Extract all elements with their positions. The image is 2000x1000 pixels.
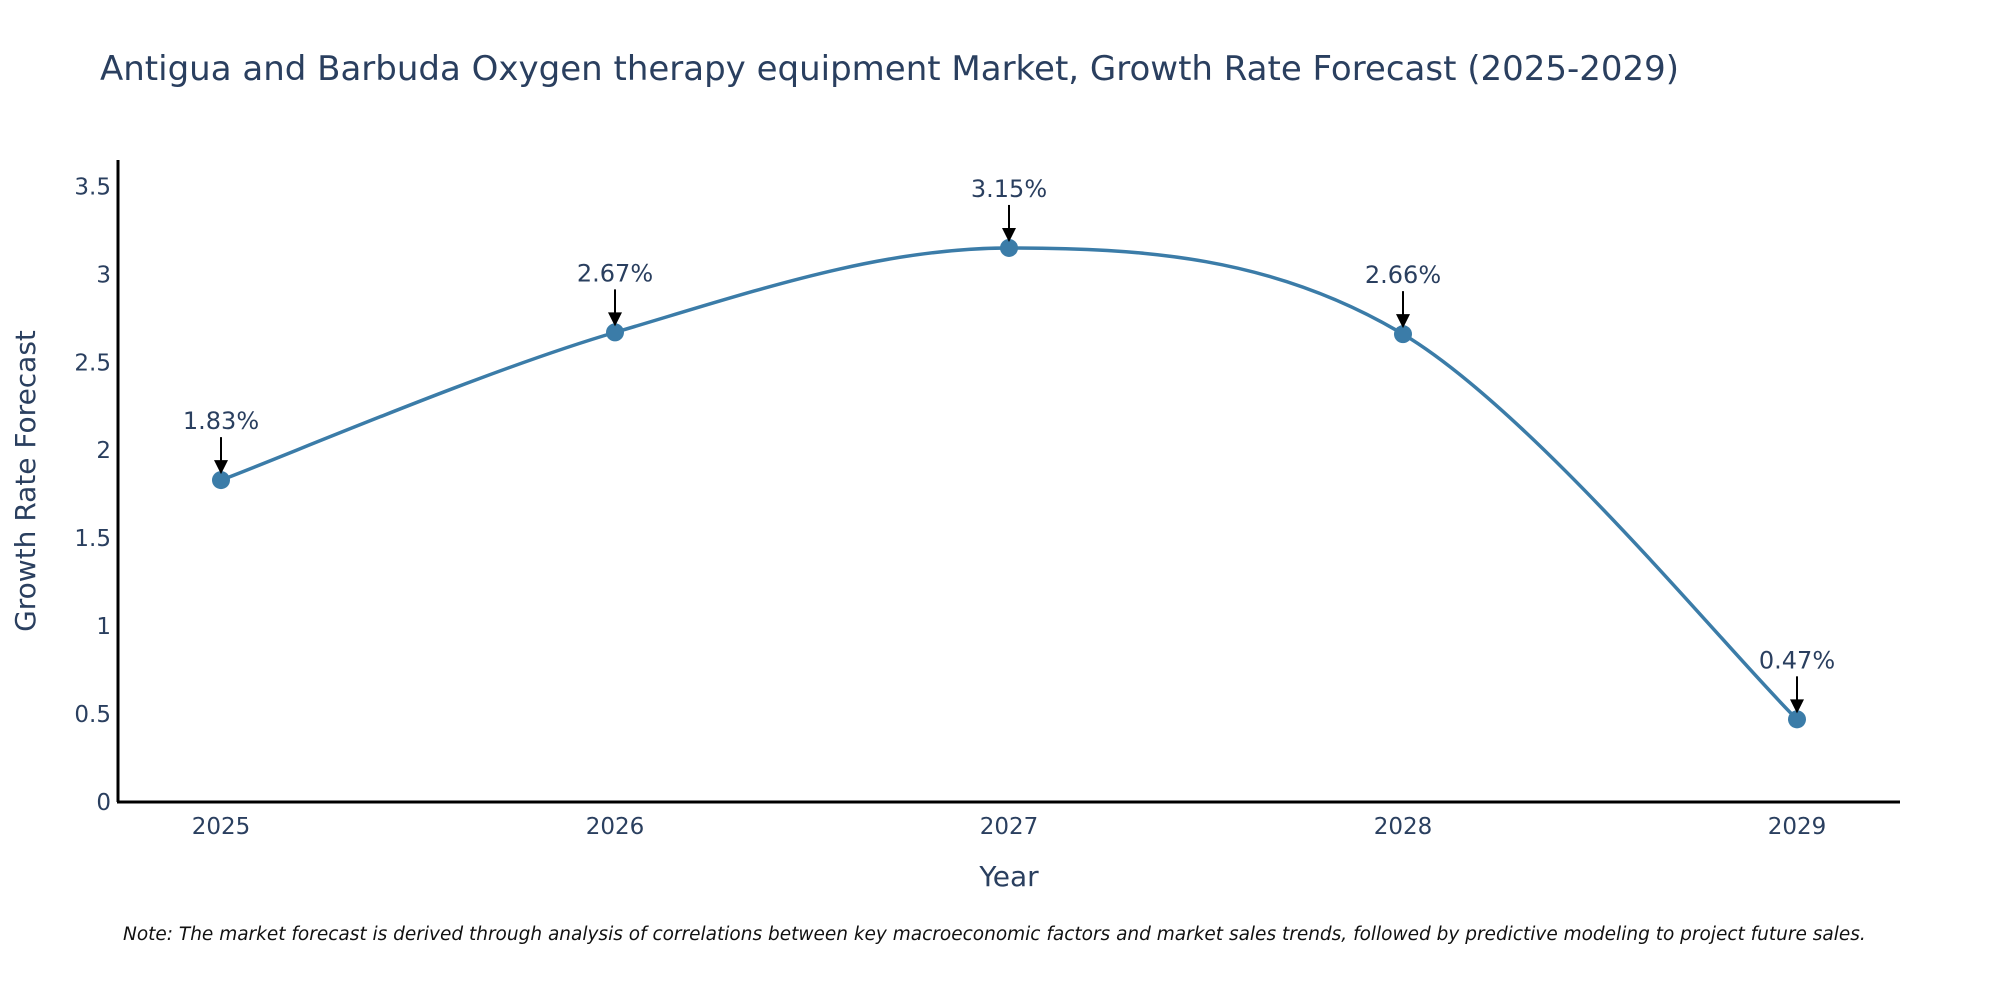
forecast-note: Note: The market forecast is derived thr… bbox=[123, 924, 1866, 945]
data-label: 0.47% bbox=[1759, 646, 1835, 674]
y-tick-label: 0.5 bbox=[74, 702, 111, 728]
data-point-2025 bbox=[212, 471, 230, 490]
x-tick-label: 2028 bbox=[1374, 814, 1433, 840]
annotation-arrowhead bbox=[608, 312, 622, 327]
data-label: 3.15% bbox=[971, 175, 1047, 203]
data-point-2028 bbox=[1394, 325, 1412, 344]
annotation-arrowhead bbox=[1396, 314, 1410, 329]
x-tick-label: 2026 bbox=[586, 814, 645, 840]
data-point-2029 bbox=[1788, 710, 1806, 729]
x-tick-labels: 2025 2026 2027 2028 2029 bbox=[192, 814, 1827, 840]
chart-title: Antigua and Barbuda Oxygen therapy equip… bbox=[100, 49, 1679, 89]
annotation-2027: 3.15% bbox=[971, 175, 1047, 242]
annotation-arrowhead bbox=[214, 460, 228, 475]
y-tick-labels: 0 0.5 1 1.5 2 2.5 3 3.5 bbox=[74, 174, 111, 816]
y-tick-label: 3.5 bbox=[74, 174, 111, 200]
data-label: 1.83% bbox=[183, 407, 259, 435]
annotation-2029: 0.47% bbox=[1759, 646, 1835, 714]
x-tick-label: 2029 bbox=[1768, 814, 1827, 840]
y-tick-label: 1.5 bbox=[74, 526, 111, 552]
y-tick-label: 3 bbox=[96, 262, 111, 288]
y-tick-label: 2.5 bbox=[74, 350, 111, 376]
annotation-2028: 2.66% bbox=[1365, 261, 1441, 329]
data-label: 2.66% bbox=[1365, 261, 1441, 289]
data-point-2027 bbox=[1000, 238, 1018, 257]
annotation-2025: 1.83% bbox=[183, 407, 259, 475]
annotation-arrowhead bbox=[1790, 699, 1804, 714]
data-annotations: 1.83% 2.67% 3.15% 2.66% 0.47% bbox=[183, 175, 1835, 714]
y-axis-title: Growth Rate Forecast bbox=[9, 330, 42, 632]
data-point-2026 bbox=[606, 323, 624, 342]
annotation-arrowhead bbox=[1002, 227, 1016, 242]
x-axis-title: Year bbox=[978, 860, 1039, 893]
growth-rate-line bbox=[220, 246, 1799, 721]
y-tick-label: 0 bbox=[96, 790, 111, 816]
y-tick-label: 2 bbox=[96, 438, 111, 464]
annotation-2026: 2.67% bbox=[577, 259, 653, 327]
x-tick-label: 2027 bbox=[980, 814, 1039, 840]
y-tick-label: 1 bbox=[96, 614, 111, 640]
data-markers bbox=[212, 238, 1806, 729]
x-tick-label: 2025 bbox=[192, 814, 251, 840]
data-label: 2.67% bbox=[577, 259, 653, 287]
